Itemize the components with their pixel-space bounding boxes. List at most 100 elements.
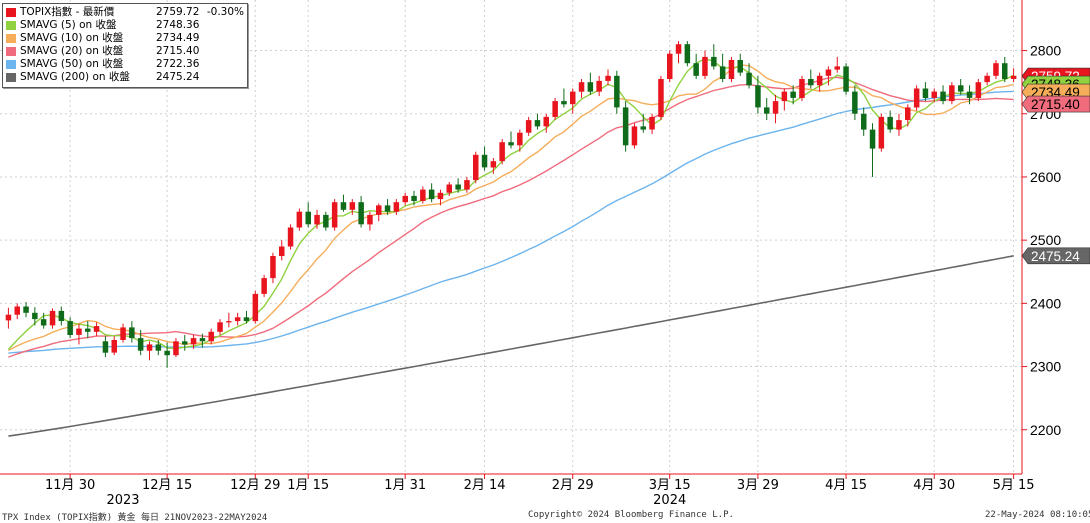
y-tick-label: 2300 bbox=[1030, 359, 1061, 375]
legend-row-sma5: SMAVG (5) on 收盤 2748.36 bbox=[6, 19, 244, 32]
x-tick-label: 11月 30 bbox=[45, 478, 95, 493]
x-tick-label: 1月 31 bbox=[384, 478, 426, 493]
candle-body bbox=[622, 107, 629, 146]
candle-body bbox=[861, 113, 867, 130]
candle-body bbox=[208, 331, 214, 342]
candle-body bbox=[605, 75, 611, 81]
candle-body bbox=[517, 132, 523, 146]
candle-body bbox=[446, 184, 452, 193]
candle-body bbox=[631, 126, 638, 146]
candle-body bbox=[755, 85, 761, 108]
candle-body bbox=[570, 91, 576, 105]
x-tick-label: 4月 30 bbox=[913, 478, 955, 493]
candle-body bbox=[129, 327, 135, 339]
candle-body bbox=[1002, 63, 1008, 79]
x-tick-label: 1月 15 bbox=[287, 478, 329, 493]
candle-body bbox=[199, 338, 206, 342]
x-tick-label: 12月 15 bbox=[142, 478, 192, 493]
legend-row-topix: TOPIX指數 - 最新價 2759.72 -0.30% bbox=[6, 6, 244, 19]
candle-body bbox=[834, 66, 840, 70]
candle-body bbox=[314, 214, 320, 225]
candle-body bbox=[922, 88, 929, 98]
candle-body bbox=[279, 246, 285, 256]
candle-body bbox=[349, 202, 356, 210]
candle-body bbox=[746, 72, 752, 86]
value-tag-box bbox=[1021, 247, 1090, 265]
price-axis: 22002300240025002600270028002759.722748.… bbox=[0, 0, 1090, 475]
candle-body bbox=[287, 227, 294, 247]
candle-body bbox=[905, 107, 911, 120]
candle-body bbox=[843, 66, 849, 92]
candle-body bbox=[913, 88, 920, 108]
candle-body bbox=[402, 195, 408, 203]
candle-body bbox=[772, 101, 779, 114]
candle-body bbox=[658, 79, 664, 117]
legend-swatch-icon bbox=[6, 34, 16, 43]
candle-body bbox=[975, 82, 982, 98]
candle-body bbox=[561, 101, 567, 105]
candle-body bbox=[543, 116, 549, 127]
candle-body bbox=[411, 195, 417, 201]
value-tag-box bbox=[1021, 95, 1090, 113]
legend-row-sma50: SMAVG (50) on 收盤 2722.36 bbox=[6, 58, 244, 71]
legend-swatch-icon bbox=[6, 47, 16, 56]
sma200-line bbox=[8, 255, 1014, 437]
candle-body bbox=[719, 66, 726, 79]
x-tick-label: 3月 29 bbox=[737, 478, 779, 493]
legend-swatch-icon bbox=[6, 60, 16, 69]
candle-body bbox=[226, 321, 232, 323]
candle-body bbox=[508, 142, 514, 146]
candle-body bbox=[464, 180, 470, 190]
candle-body bbox=[76, 328, 82, 335]
candle-body bbox=[949, 85, 955, 102]
year-label: 2023 bbox=[106, 493, 139, 508]
candle-body bbox=[702, 56, 708, 76]
candle-body bbox=[490, 161, 497, 168]
candle-body bbox=[296, 211, 303, 228]
candle-body bbox=[243, 317, 250, 322]
candle-body bbox=[261, 278, 267, 294]
y-tick-label: 2200 bbox=[1030, 422, 1061, 438]
x-tick-label: 3月 15 bbox=[649, 478, 691, 493]
candle-body bbox=[340, 202, 347, 210]
value-tag-label: 2475.24 bbox=[1031, 249, 1080, 264]
candle-body bbox=[728, 60, 735, 79]
candle-body bbox=[252, 293, 259, 322]
candle-body bbox=[993, 63, 999, 76]
candle-body bbox=[473, 154, 479, 181]
candle-body bbox=[137, 338, 144, 351]
footer-copyright: Copyright© 2024 Bloomberg Finance L.P. bbox=[528, 510, 734, 520]
candle-body bbox=[764, 107, 770, 114]
candle-body bbox=[384, 205, 391, 212]
candle-body bbox=[931, 91, 937, 98]
x-tick-label: 5月 15 bbox=[993, 478, 1035, 493]
candle-body bbox=[878, 116, 885, 149]
candle-body bbox=[675, 44, 682, 54]
candle-body bbox=[323, 214, 329, 228]
sma50-line bbox=[8, 90, 1014, 354]
candle-body bbox=[596, 80, 602, 92]
y-tick-label: 2800 bbox=[1030, 43, 1061, 59]
value-tag: 2475.24 bbox=[1021, 247, 1090, 265]
value-tag-label: 2715.40 bbox=[1031, 97, 1080, 112]
candle-body bbox=[111, 340, 117, 353]
candle-body bbox=[940, 91, 946, 102]
y-tick-label: 2400 bbox=[1030, 295, 1061, 311]
candle-body bbox=[667, 53, 673, 79]
candle-body bbox=[49, 310, 56, 326]
x-tick-label: 2月 14 bbox=[464, 478, 506, 493]
x-tick-label: 12月 29 bbox=[230, 478, 280, 493]
candle-body bbox=[58, 310, 65, 321]
candle-body bbox=[578, 82, 585, 92]
candle-body bbox=[428, 189, 435, 200]
candle-body bbox=[155, 344, 162, 351]
candle-body bbox=[120, 327, 126, 340]
candle-body bbox=[14, 306, 20, 315]
candle-body bbox=[305, 211, 311, 225]
candle-body bbox=[887, 116, 893, 130]
candle-body bbox=[781, 91, 788, 102]
legend-row-sma10: SMAVG (10) on 收盤 2734.49 bbox=[6, 32, 244, 45]
candle-body bbox=[825, 69, 832, 76]
candle-body bbox=[649, 116, 655, 130]
